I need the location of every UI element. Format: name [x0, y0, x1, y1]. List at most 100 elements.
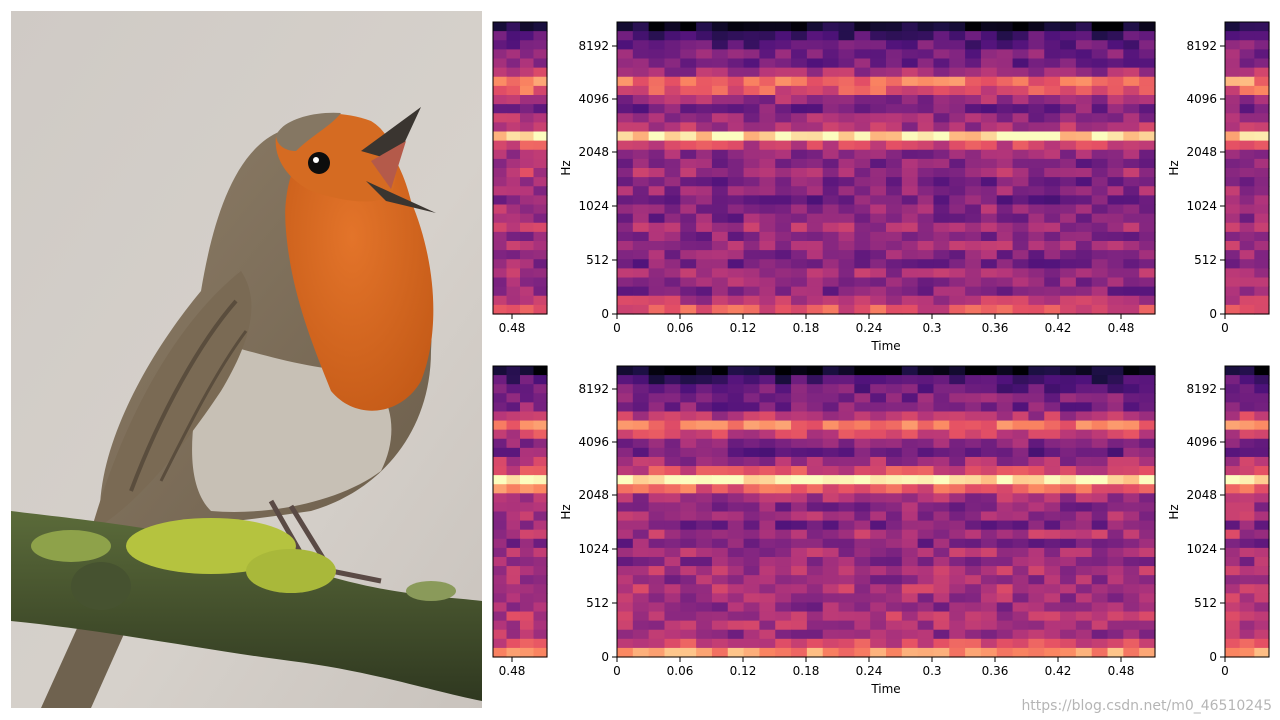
spectrogram-cell [1012, 420, 1030, 431]
spectrogram-cell [743, 438, 761, 449]
spectrogram-cell [520, 484, 535, 494]
spectrogram-cell [1091, 76, 1109, 87]
spectrogram-cell [533, 629, 548, 640]
spectrogram-cell [743, 149, 761, 160]
spectrogram-cell [822, 447, 840, 458]
spectrogram-cell [493, 466, 508, 476]
spectrogram-cell [1075, 259, 1093, 269]
spectrogram-cell [759, 31, 776, 41]
spectrogram-cell [822, 31, 840, 41]
y-axis-label: Hz [559, 504, 573, 519]
spectrogram-cell [791, 186, 808, 196]
spectrogram-cell [1225, 520, 1241, 531]
spectrogram-cell [1107, 529, 1124, 540]
spectrogram-cell [806, 304, 824, 315]
spectrogram-cell [1139, 168, 1156, 178]
spectrogram-cell [854, 393, 871, 403]
spectrogram-cell [617, 547, 634, 558]
spectrogram-cell [1225, 58, 1241, 69]
spectrogram-cell [727, 250, 745, 260]
spectrogram-cell [933, 168, 950, 178]
spectrogram-cell [506, 529, 521, 540]
spectrogram-cell [759, 222, 776, 233]
spectrogram-cell [965, 76, 982, 87]
spectrogram-cell [1028, 629, 1045, 640]
spectrogram-cell [806, 158, 824, 169]
spectrogram-cell [1239, 602, 1255, 613]
spectrogram-cell [533, 250, 548, 260]
spectrogram-cell [933, 204, 950, 215]
spectrogram-cell [1091, 484, 1109, 494]
spectrogram-cell [1239, 366, 1255, 376]
spectrogram-cell [1028, 366, 1045, 376]
spectrogram-cell [1107, 438, 1124, 449]
spectrogram-cell [838, 295, 855, 306]
spectrogram-cell [1012, 511, 1030, 522]
spectrogram-cell [1091, 411, 1109, 422]
spectrogram-cell [980, 222, 998, 233]
spectrogram-cell [901, 204, 919, 215]
spectrogram-cell [886, 620, 903, 631]
spectrogram-cell [1225, 204, 1241, 215]
spectrogram-cell [1091, 420, 1109, 431]
spectrogram-cell [1107, 286, 1124, 297]
spectrogram-cell [886, 502, 903, 513]
spectrogram-cell [775, 366, 792, 376]
spectrogram-cell [901, 538, 919, 549]
spectrogram-cell [838, 259, 855, 269]
spectrogram-cell [664, 620, 681, 631]
spectrogram-cell [1060, 520, 1077, 531]
spectrogram-cell [886, 95, 903, 105]
spectrogram-cell [886, 250, 903, 260]
spectrogram-cell [1060, 177, 1077, 187]
spectrogram-cell [775, 647, 792, 658]
spectrogram-cell [822, 186, 840, 196]
spectrogram-cell [743, 104, 761, 114]
spectrogram-cell [506, 538, 521, 549]
spectrogram-cell [617, 411, 634, 422]
spectrogram-cell [917, 104, 935, 114]
spectrogram-cell [1139, 420, 1156, 431]
spectrogram-cell [1012, 104, 1030, 114]
spectrogram-cell [980, 538, 998, 549]
spectrogram-cell [533, 22, 548, 32]
spectrogram-cell [632, 466, 650, 476]
spectrogram-cell [854, 22, 871, 32]
spectrogram-cell [1028, 149, 1045, 160]
spectrogram-cell [680, 438, 697, 449]
spectrogram-cell [648, 629, 666, 640]
spectrogram-cell [838, 222, 855, 233]
spectrogram-cell [696, 286, 713, 297]
spectrogram-cell [1091, 584, 1109, 594]
spectrogram-cell [1239, 575, 1255, 585]
spectrogram-cell [901, 286, 919, 297]
spectrogram-cell [1254, 511, 1270, 522]
spectrogram-cell [806, 95, 824, 105]
spectrogram-cell [1091, 149, 1109, 160]
spectrogram-cell [1123, 113, 1140, 123]
spectrogram-cell [520, 40, 535, 50]
spectrogram-cell [870, 411, 887, 422]
spectrogram-cell [965, 602, 982, 613]
spectrogram-cell [1225, 241, 1241, 251]
spectrogram-cell [1075, 40, 1093, 50]
spectrogram-cell [743, 95, 761, 105]
spectrogram-cell [901, 222, 919, 233]
spectrogram-cell [727, 40, 745, 50]
spectrogram-cell [980, 158, 998, 169]
spectrogram-cell [933, 268, 950, 279]
spectrogram-cell [1139, 438, 1156, 449]
spectrogram-cell [1075, 268, 1093, 279]
spectrogram-cell [965, 556, 982, 567]
spectrogram-cell [901, 122, 919, 133]
spectrogram-cell [791, 566, 808, 576]
spectrogram-cell [996, 177, 1014, 187]
spectrogram-cell [664, 584, 681, 594]
spectrogram-cell [1254, 204, 1270, 215]
spectrogram-cell [901, 466, 919, 476]
spectrogram-cell [822, 168, 840, 178]
spectrogram-cell [1091, 40, 1109, 50]
spectrogram-cell [727, 122, 745, 133]
spectrogram-cell [933, 393, 950, 403]
spectrogram-cell [854, 268, 871, 279]
